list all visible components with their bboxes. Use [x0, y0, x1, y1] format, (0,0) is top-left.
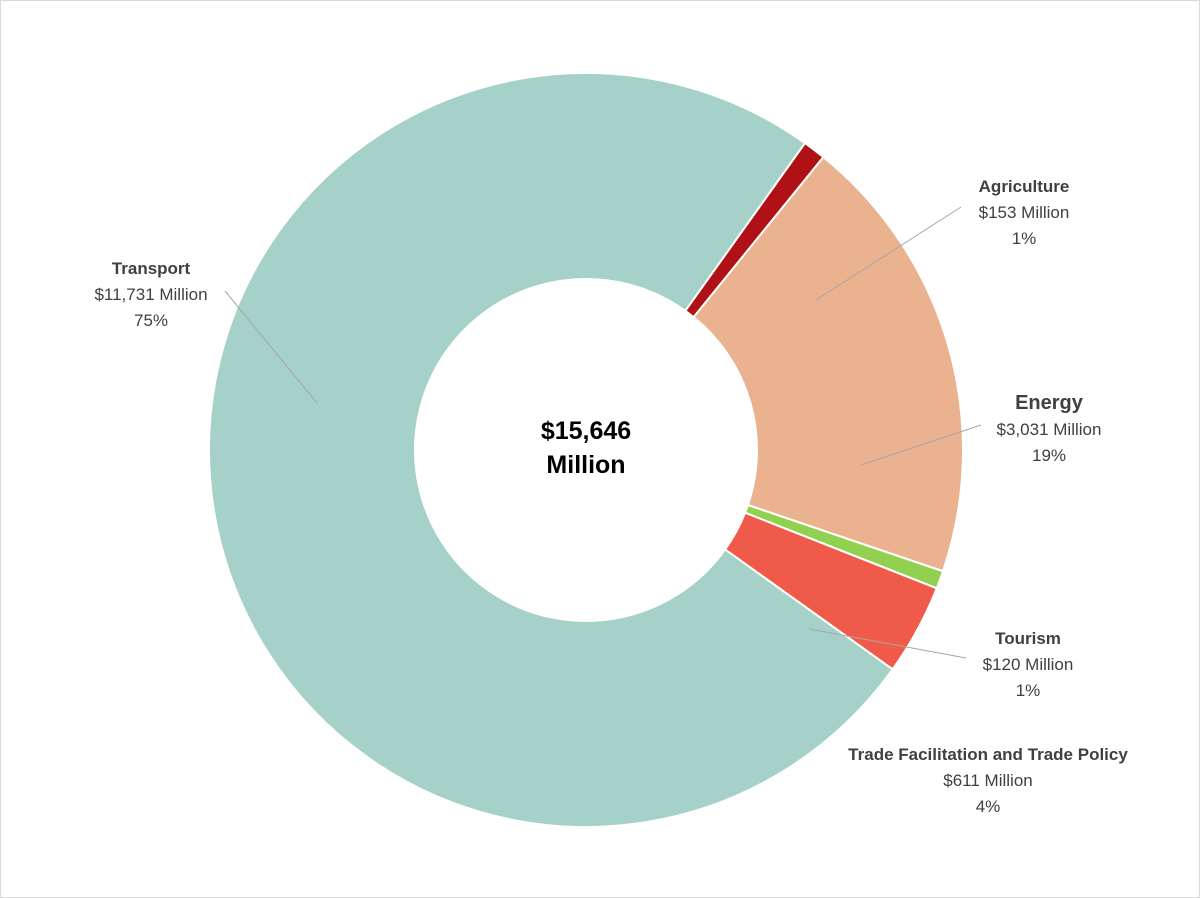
label-tourism-name: Tourism — [995, 629, 1061, 648]
leader-line-energy — [860, 424, 982, 466]
center-total-line-2: Million — [546, 451, 625, 479]
label-transport-amount: $11,731 Million — [94, 285, 207, 304]
slice-energy — [692, 155, 964, 573]
label-transport-percent: 75% — [134, 311, 168, 330]
leader-lines-group — [224, 206, 982, 659]
leader-line-tourism — [808, 628, 967, 659]
label-agriculture-amount: $153 Million — [979, 203, 1070, 222]
leader-line-agriculture — [815, 206, 962, 301]
center-total-line-1: $15,646 — [541, 417, 631, 445]
label-tourism-percent: 1% — [1016, 681, 1041, 700]
label-agriculture-name: Agriculture — [979, 177, 1070, 196]
leader-line-transport — [224, 290, 318, 404]
slices-group — [208, 72, 964, 828]
label-trade-facilitation-and-trade-policy-name: Trade Facilitation and Trade Policy — [848, 745, 1128, 764]
label-agriculture-percent: 1% — [1012, 229, 1037, 248]
slice-labels-group: Agriculture $153 Million 1% Energy $3,031 Mi… — [94, 177, 1128, 816]
label-energy-amount: $3,031 Million — [997, 420, 1102, 439]
label-tourism-amount: $120 Million — [983, 655, 1074, 674]
label-transport-name: Transport — [112, 259, 191, 278]
slice-transport — [208, 72, 895, 828]
label-energy-name: Energy — [1015, 392, 1084, 414]
label-trade-facilitation-and-trade-policy-amount: $611 Million — [943, 771, 1032, 790]
label-energy-percent: 19% — [1032, 446, 1066, 465]
label-trade-facilitation-and-trade-policy-percent: 4% — [976, 797, 1001, 816]
